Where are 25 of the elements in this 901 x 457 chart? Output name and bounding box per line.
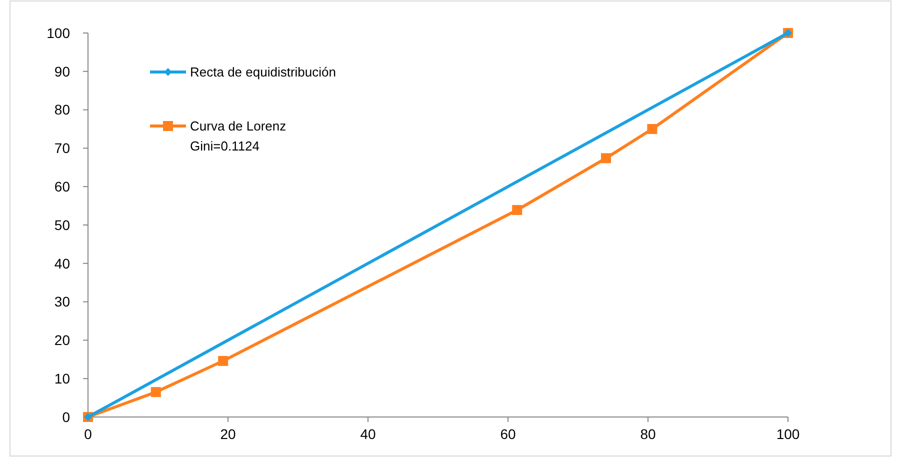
y-tick-label: 0 [62,408,70,425]
y-tick-label: 100 [46,24,70,41]
y-tick-label: 20 [54,332,70,348]
point [218,356,228,366]
point [601,153,611,164]
y-tick-label: 30 [54,294,70,310]
x-tick-label: 0 [84,426,92,442]
x-tick-label: 60 [500,426,516,442]
point [647,124,658,134]
point [150,387,161,398]
y-tick-label: 80 [54,102,70,118]
y-tick-label: 50 [54,216,70,233]
x-tick-label: 100 [776,426,800,442]
legend-label: Recta de equidistribución [190,64,336,80]
y-tick-label: 40 [54,255,70,272]
y-tick-label: 90 [54,63,70,80]
legend-label: Curva de Lorenz [190,118,286,134]
y-tick-label: 70 [54,140,70,156]
point [512,205,522,216]
x-tick-label: 40 [360,426,376,442]
y-tick-label: 10 [54,370,70,386]
y-tick-label: 60 [54,178,70,194]
x-tick-label: 80 [640,426,656,442]
annotation: Gini=0.1124 [190,138,260,154]
x-tick-label: 20 [220,426,236,442]
